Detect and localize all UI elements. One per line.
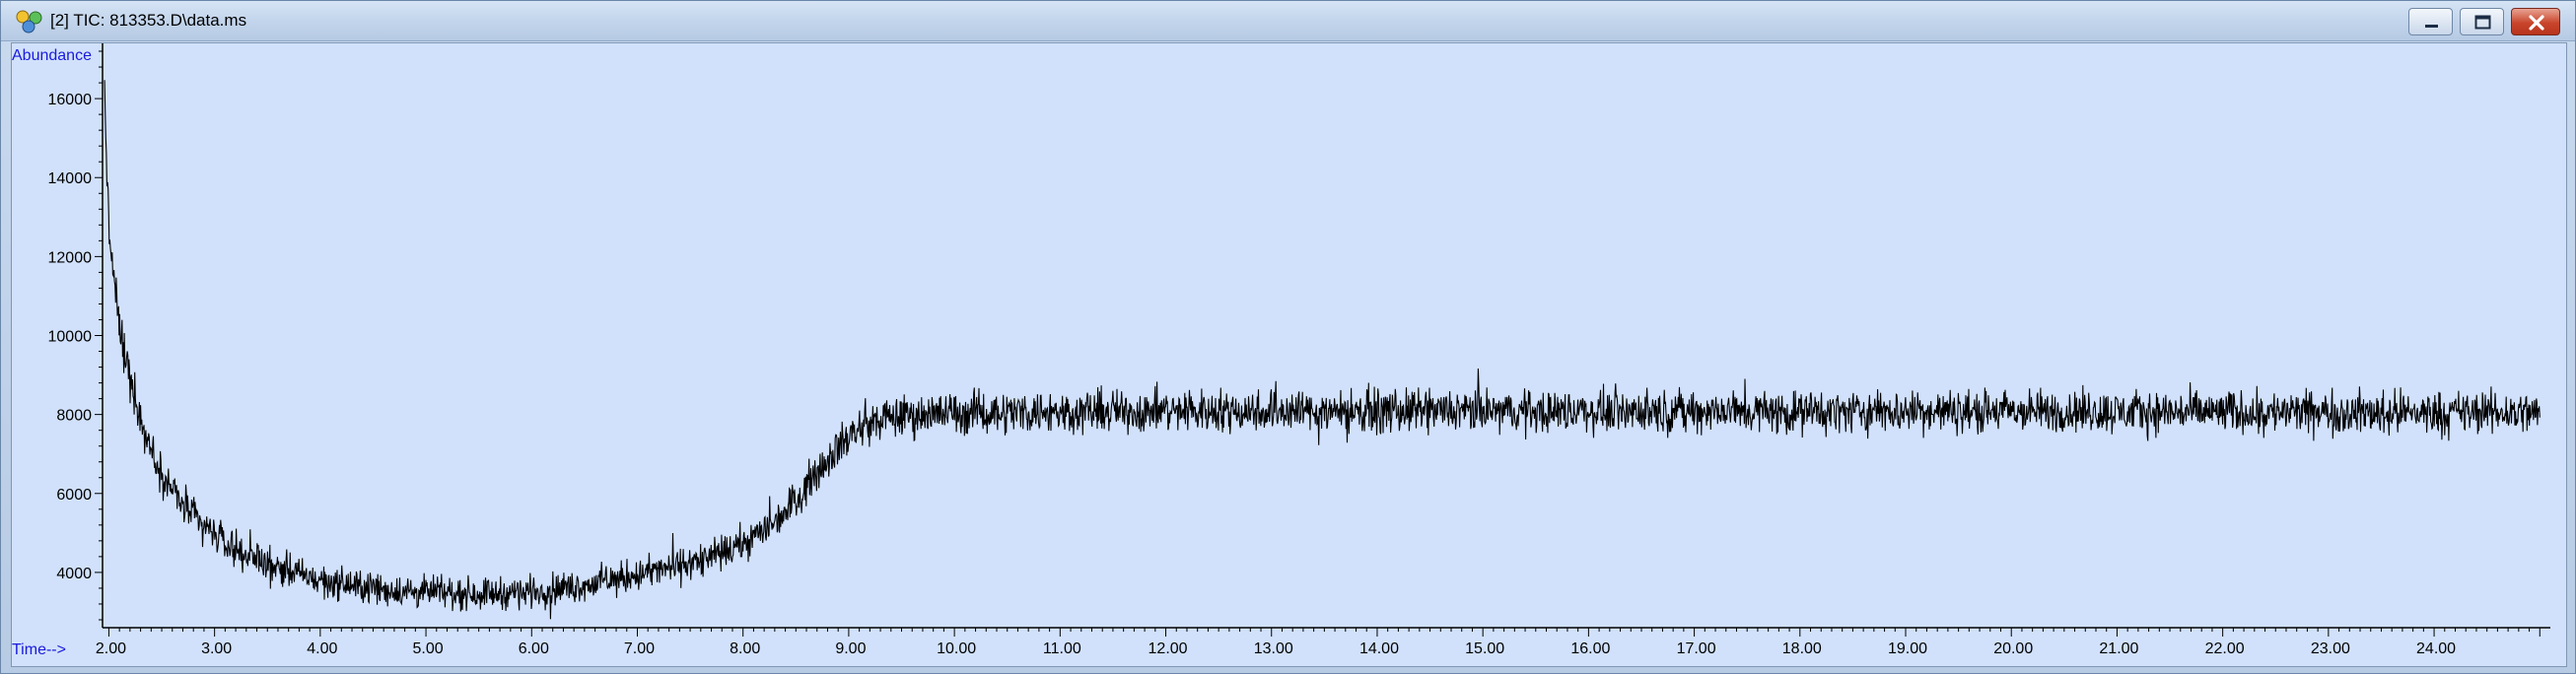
tic-trace	[104, 80, 2541, 620]
x-tick-label: 20.00	[1993, 640, 2033, 657]
x-tick-label: 23.00	[2311, 640, 2350, 657]
y-tick-label: 10000	[48, 329, 93, 346]
x-tick-label: 22.00	[2205, 640, 2245, 657]
x-tick-label: 18.00	[1782, 640, 1822, 657]
maximize-button[interactable]	[2460, 8, 2504, 35]
x-tick-label: 14.00	[1359, 640, 1399, 657]
window-title: [2] TIC: 813353.D\data.ms	[50, 11, 247, 30]
x-tick-label: 15.00	[1465, 640, 1504, 657]
x-tick-label: 13.00	[1254, 640, 1293, 657]
x-tick-label: 5.00	[412, 640, 443, 657]
x-tick-label: 7.00	[624, 640, 655, 657]
title-bar[interactable]: [2] TIC: 813353.D\data.ms	[1, 1, 2575, 41]
maximize-icon	[2474, 15, 2491, 30]
y-tick-label: 16000	[48, 92, 93, 108]
y-tick-label: 12000	[48, 249, 93, 266]
x-tick-label: 4.00	[307, 640, 337, 657]
x-tick-label: 16.00	[1570, 640, 1610, 657]
y-tick-label: 4000	[56, 566, 92, 582]
x-tick-label: 21.00	[2099, 640, 2138, 657]
y-tick-label: 14000	[48, 170, 93, 187]
x-axis-label: Time-->	[12, 641, 66, 658]
x-tick-label: 9.00	[835, 640, 866, 657]
plot-area[interactable]: 4000 6000 8000 10000 12000 14000 16000 2.00 3.0…	[11, 42, 2567, 667]
y-tick-label: 8000	[56, 408, 92, 425]
tic-chart[interactable]: 4000 6000 8000 10000 12000 14000 16000 2.00 3.0…	[12, 43, 2568, 668]
chromatogram-app-icon	[16, 10, 42, 34]
x-axis-ticks: 2.00 3.00 4.00 5.00 6.00 7.00 8.00 9.00 10.00 11.…	[96, 628, 2541, 657]
close-button[interactable]	[2511, 8, 2560, 35]
x-tick-label: 8.00	[730, 640, 760, 657]
x-tick-label: 17.00	[1677, 640, 1716, 657]
close-icon	[2529, 15, 2544, 31]
x-tick-label: 19.00	[1888, 640, 1927, 657]
x-tick-label: 10.00	[937, 640, 976, 657]
y-axis-label: Abundance	[12, 47, 92, 64]
x-tick-label: 11.00	[1043, 640, 1081, 657]
x-tick-label: 3.00	[201, 640, 232, 657]
minimize-button[interactable]	[2408, 8, 2453, 35]
x-tick-label: 6.00	[519, 640, 549, 657]
x-tick-label: 24.00	[2416, 640, 2456, 657]
y-tick-label: 6000	[56, 487, 92, 504]
minimize-icon	[2425, 25, 2438, 28]
x-tick-label: 12.00	[1149, 640, 1188, 657]
x-tick-label: 2.00	[96, 640, 126, 657]
y-axis-ticks: 4000 6000 8000 10000 12000 14000 16000	[48, 50, 103, 621]
